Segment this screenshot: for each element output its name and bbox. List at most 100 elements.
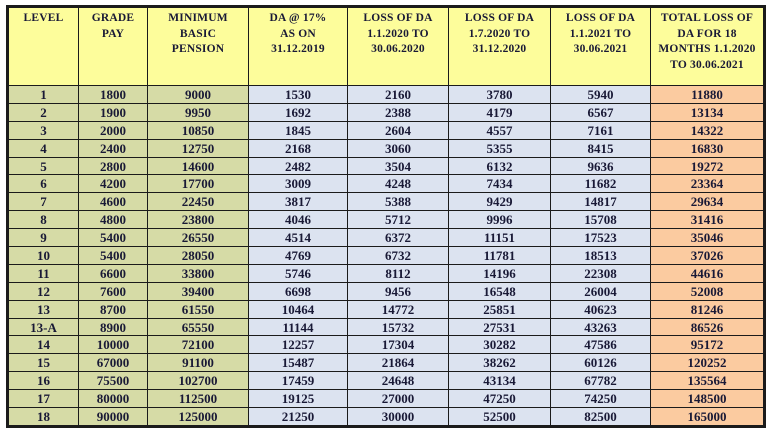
cell: 8 xyxy=(7,210,79,230)
cell: 19272 xyxy=(650,156,765,176)
cell: 65550 xyxy=(147,317,249,337)
cell: 5400 xyxy=(78,246,148,265)
cell: 21864 xyxy=(347,353,449,373)
cell: 6132 xyxy=(448,156,551,176)
cell: 10 xyxy=(7,246,79,265)
cell: 9429 xyxy=(448,192,551,212)
table-row: 13-A 8900 65550 11144 15732 27531 43263 86526 xyxy=(7,317,765,337)
cell: 35046 xyxy=(650,228,765,248)
cell: 2388 xyxy=(347,102,449,122)
cell: 9000 xyxy=(147,85,249,104)
cell: 17 xyxy=(7,389,79,409)
cell: 24648 xyxy=(347,371,449,391)
cell: 18513 xyxy=(550,246,651,265)
cell: 2482 xyxy=(248,156,348,176)
cell: 11880 xyxy=(650,85,765,104)
table-row: 8 4800 23800 4046 5712 9996 15708 31416 xyxy=(7,210,765,230)
table-row: 12 7600 39400 6698 9456 16548 26004 52008 xyxy=(7,281,765,301)
col-header-loss-h2-2020: LOSS OF DA 1.7.2020 TO 31.12.2020 xyxy=(448,6,551,86)
cell: 26004 xyxy=(550,281,651,301)
cell: 38262 xyxy=(448,353,551,373)
cell: 40623 xyxy=(550,299,651,319)
cell: 23364 xyxy=(650,174,765,194)
table-row: 1 1800 9000 1530 2160 3780 5940 11880 xyxy=(7,85,765,104)
cell: 4769 xyxy=(248,246,348,265)
cell: 2800 xyxy=(78,156,148,176)
cell: 8415 xyxy=(550,138,651,158)
cell: 6698 xyxy=(248,281,348,301)
cell: 2160 xyxy=(347,85,449,104)
cell: 39400 xyxy=(147,281,249,301)
cell: 60126 xyxy=(550,353,651,373)
table-row: 13 8700 61550 10464 14772 25851 40623 81246 xyxy=(7,299,765,319)
cell: 10464 xyxy=(248,299,348,319)
cell: 13-A xyxy=(7,317,79,337)
table-row: 5 2800 14600 2482 3504 6132 9636 19272 xyxy=(7,156,765,176)
table-body: 1 1800 9000 1530 2160 3780 5940 11880 2 1900 9950 1… xyxy=(7,85,765,427)
cell: 61550 xyxy=(147,299,249,319)
cell: 47250 xyxy=(448,389,551,409)
table-row: 7 4600 22450 3817 5388 9429 14817 29634 xyxy=(7,192,765,212)
cell: 11682 xyxy=(550,174,651,194)
cell: 6600 xyxy=(78,263,148,283)
cell: 52008 xyxy=(650,281,765,301)
cell: 6372 xyxy=(347,228,449,248)
cell: 67000 xyxy=(78,353,148,373)
cell: 3817 xyxy=(248,192,348,212)
cell: 72100 xyxy=(147,335,249,355)
cell: 2 xyxy=(7,102,79,122)
table-row: 15 67000 91100 15487 21864 38262 60126 120252 xyxy=(7,353,765,373)
cell: 3 xyxy=(7,120,79,140)
cell: 9950 xyxy=(147,102,249,122)
table-row: 14 10000 72100 12257 17304 30282 47586 95172 xyxy=(7,335,765,355)
cell: 95172 xyxy=(650,335,765,355)
cell: 80000 xyxy=(78,389,148,409)
table-row: 16 75500 102700 17459 24648 43134 67782 135564 xyxy=(7,371,765,391)
cell: 10000 xyxy=(78,335,148,355)
cell: 91100 xyxy=(147,353,249,373)
cell: 31416 xyxy=(650,210,765,230)
cell: 37026 xyxy=(650,246,765,265)
cell: 9636 xyxy=(550,156,651,176)
cell: 148500 xyxy=(650,389,765,409)
cell: 43263 xyxy=(550,317,651,337)
cell: 3504 xyxy=(347,156,449,176)
cell: 4557 xyxy=(448,120,551,140)
cell: 7600 xyxy=(78,281,148,301)
cell: 15708 xyxy=(550,210,651,230)
cell: 12750 xyxy=(147,138,249,158)
cell: 26550 xyxy=(147,228,249,248)
cell: 7161 xyxy=(550,120,651,140)
cell: 1845 xyxy=(248,120,348,140)
cell: 14817 xyxy=(550,192,651,212)
col-header-minimum-pension: MINIMUM BASIC PENSION xyxy=(147,6,249,86)
cell: 8112 xyxy=(347,263,449,283)
cell: 67782 xyxy=(550,371,651,391)
cell: 22308 xyxy=(550,263,651,283)
cell: 5746 xyxy=(248,263,348,283)
col-header-loss-h1-2021: LOSS OF DA 1.1.2021 TO 30.06.2021 xyxy=(550,6,651,86)
table-row: 4 2400 12750 2168 3060 5355 8415 16830 xyxy=(7,138,765,158)
col-header-loss-h1-2020: LOSS OF DA 1.1.2020 TO 30.06.2020 xyxy=(347,6,449,86)
cell: 14600 xyxy=(147,156,249,176)
cell: 21250 xyxy=(248,407,348,427)
cell: 120252 xyxy=(650,353,765,373)
cell: 28050 xyxy=(147,246,249,265)
cell: 8700 xyxy=(78,299,148,319)
cell: 90000 xyxy=(78,407,148,427)
pension-da-loss-table: LEVEL GRADE PAY MINIMUM BASIC PENSION DA… xyxy=(6,5,766,428)
cell: 1692 xyxy=(248,102,348,122)
cell: 30000 xyxy=(347,407,449,427)
cell: 14196 xyxy=(448,263,551,283)
cell: 3009 xyxy=(248,174,348,194)
header-row: LEVEL GRADE PAY MINIMUM BASIC PENSION DA… xyxy=(7,6,765,86)
cell: 13 xyxy=(7,299,79,319)
cell: 25851 xyxy=(448,299,551,319)
cell: 1900 xyxy=(78,102,148,122)
cell: 135564 xyxy=(650,371,765,391)
cell: 86526 xyxy=(650,317,765,337)
cell: 4 xyxy=(7,138,79,158)
cell: 74250 xyxy=(550,389,651,409)
table-row: 10 5400 28050 4769 6732 11781 18513 37026 xyxy=(7,246,765,265)
cell: 27531 xyxy=(448,317,551,337)
